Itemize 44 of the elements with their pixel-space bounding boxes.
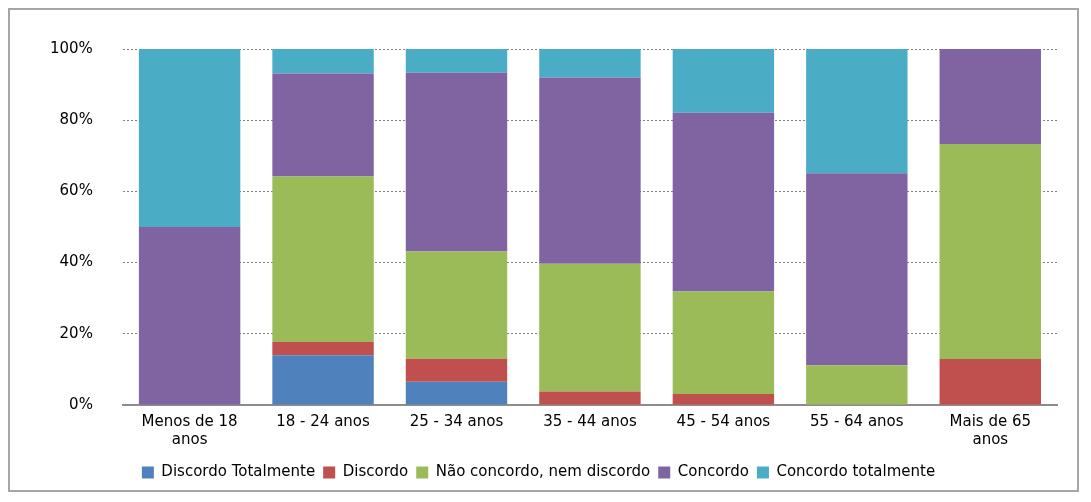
bar	[939, 49, 1041, 145]
bar	[138, 227, 241, 405]
legend-label: Discordo	[342, 462, 409, 481]
bar	[272, 73, 374, 177]
bar	[539, 49, 641, 78]
legend-label: Discordo Totalmente	[161, 462, 316, 481]
y-tick-label: 80%	[59, 110, 93, 129]
bar	[405, 358, 508, 382]
bar	[806, 49, 908, 174]
bar	[806, 365, 908, 405]
y-tick-label: 40%	[59, 252, 93, 271]
bar	[672, 291, 775, 394]
bar	[672, 393, 775, 405]
x-tick-label: 18 - 24 anos	[276, 411, 371, 430]
bar	[272, 341, 374, 356]
bar	[272, 355, 374, 405]
y-tick-label: 20%	[59, 323, 93, 342]
x-tick-label: 45 - 54 anos	[676, 411, 771, 430]
bar	[806, 173, 908, 366]
y-tick-label: 100%	[49, 38, 93, 57]
x-tick-label: Menos de 18 anos	[141, 411, 238, 448]
bar	[405, 49, 508, 73]
x-tick-label: 35 - 44 anos	[543, 411, 637, 430]
legend-label: Concordo totalmente	[776, 462, 936, 481]
x-tick-label: Mais de 65 anos	[949, 411, 1032, 448]
y-tick-label: 60%	[59, 181, 93, 200]
x-tick-label: 55 - 64 anos	[810, 411, 904, 430]
bar	[138, 49, 241, 227]
bar	[539, 263, 641, 392]
legend-label: Concordo	[677, 462, 749, 481]
bar	[939, 359, 1041, 405]
bar	[672, 112, 775, 292]
x-tick-label: 25 - 34 anos	[409, 411, 504, 430]
bar	[539, 391, 641, 405]
bar	[939, 144, 1041, 360]
bar	[405, 251, 508, 359]
bar	[405, 381, 508, 405]
y-tick-label: 0%	[69, 394, 93, 413]
legend-label: Não concordo, nem discordo	[435, 462, 651, 481]
bar	[672, 49, 775, 113]
bar	[272, 176, 374, 342]
bar	[272, 49, 374, 74]
bar	[539, 77, 641, 264]
bar	[405, 72, 508, 252]
